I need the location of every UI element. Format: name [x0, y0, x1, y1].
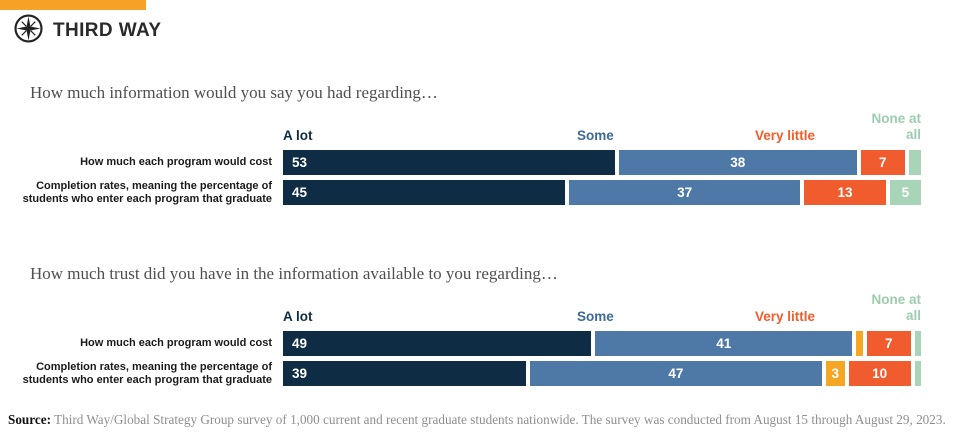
bar-segment-very-little: 10: [848, 361, 911, 387]
legend-label-a-lot: A lot: [283, 128, 313, 143]
legend-label-none-at-all: None at all: [871, 111, 921, 143]
bar-track: 39 47 3 10: [283, 361, 921, 387]
legend-label-none-at-all: None at all: [871, 292, 921, 324]
bar-row: How much each program would cost 53 38 7: [0, 150, 921, 175]
bar-segment-a-lot: 39: [283, 361, 526, 387]
brand-name: THIRD WAY: [53, 19, 162, 41]
row-category-label: How much each program would cost: [80, 337, 272, 350]
legend: A lot Some Very little None at all: [283, 288, 921, 326]
bar-segment-none-at-all: [914, 361, 921, 387]
bar-track: 45 37 13 5: [283, 180, 921, 205]
bar-segment-very-little: 7: [860, 150, 905, 175]
bar-segment-some: 41: [594, 331, 853, 357]
bar-segment-some: 47: [529, 361, 822, 387]
bar-segment-very-little: 13: [804, 180, 886, 205]
row-category-label: Completion rates, meaning the percentage…: [22, 180, 272, 205]
legend-label-very-little: Very little: [755, 309, 816, 325]
source-label: Source:: [8, 411, 51, 427]
bar-rows: How much each program would cost 49 41 7 Com…: [0, 331, 922, 387]
row-category-label: How much each program would cost: [80, 156, 272, 169]
bar-rows: How much each program would cost 53 38 7 Com…: [0, 150, 921, 205]
bar-row: How much each program would cost 49 41 7: [0, 331, 922, 357]
chart-title: How much information would you say you h…: [30, 83, 438, 102]
top-accent-bar: [0, 0, 146, 10]
bar-segment-unlabeled: 3: [825, 361, 845, 387]
bar-segment-none-at-all: 5: [889, 180, 921, 205]
bar-segment-some: 37: [568, 180, 801, 205]
row-category-label: Completion rates, meaning the percentage…: [22, 361, 272, 386]
bar-track: 49 41 7: [283, 331, 922, 357]
chart-trust: How much trust did you have in the infor…: [0, 264, 922, 387]
bar-segment-unlabeled: [856, 331, 863, 357]
compass-icon: [13, 13, 44, 49]
bar-row: Completion rates, meaning the percentage…: [0, 180, 921, 205]
legend: A lot Some Very little None at all: [283, 107, 921, 145]
bar-segment-a-lot: 53: [283, 150, 615, 175]
chart-title: How much trust did you have in the infor…: [30, 264, 558, 284]
bar-segment-some: 38: [618, 150, 857, 175]
bar-segment-none-at-all: [914, 331, 922, 357]
legend-label-some: Some: [577, 309, 614, 325]
legend-label-very-little: Very little: [755, 128, 816, 143]
bar-segment-none-at-all: [908, 150, 921, 175]
bar-segment-a-lot: 45: [283, 180, 565, 205]
source-note: Source: Third Way/Global Strategy Group …: [8, 412, 948, 428]
legend-label-some: Some: [577, 128, 614, 143]
bar-track: 53 38 7: [283, 150, 921, 175]
bar-row: Completion rates, meaning the percentage…: [0, 361, 921, 387]
chart-information: How much information would you say you h…: [0, 83, 921, 205]
bar-segment-a-lot: 49: [283, 331, 591, 357]
brand-logo: THIRD WAY: [13, 13, 960, 49]
legend-label-a-lot: A lot: [283, 309, 313, 325]
source-text: Third Way/Global Strategy Group survey o…: [50, 411, 946, 427]
bar-segment-very-little: 7: [866, 331, 911, 357]
